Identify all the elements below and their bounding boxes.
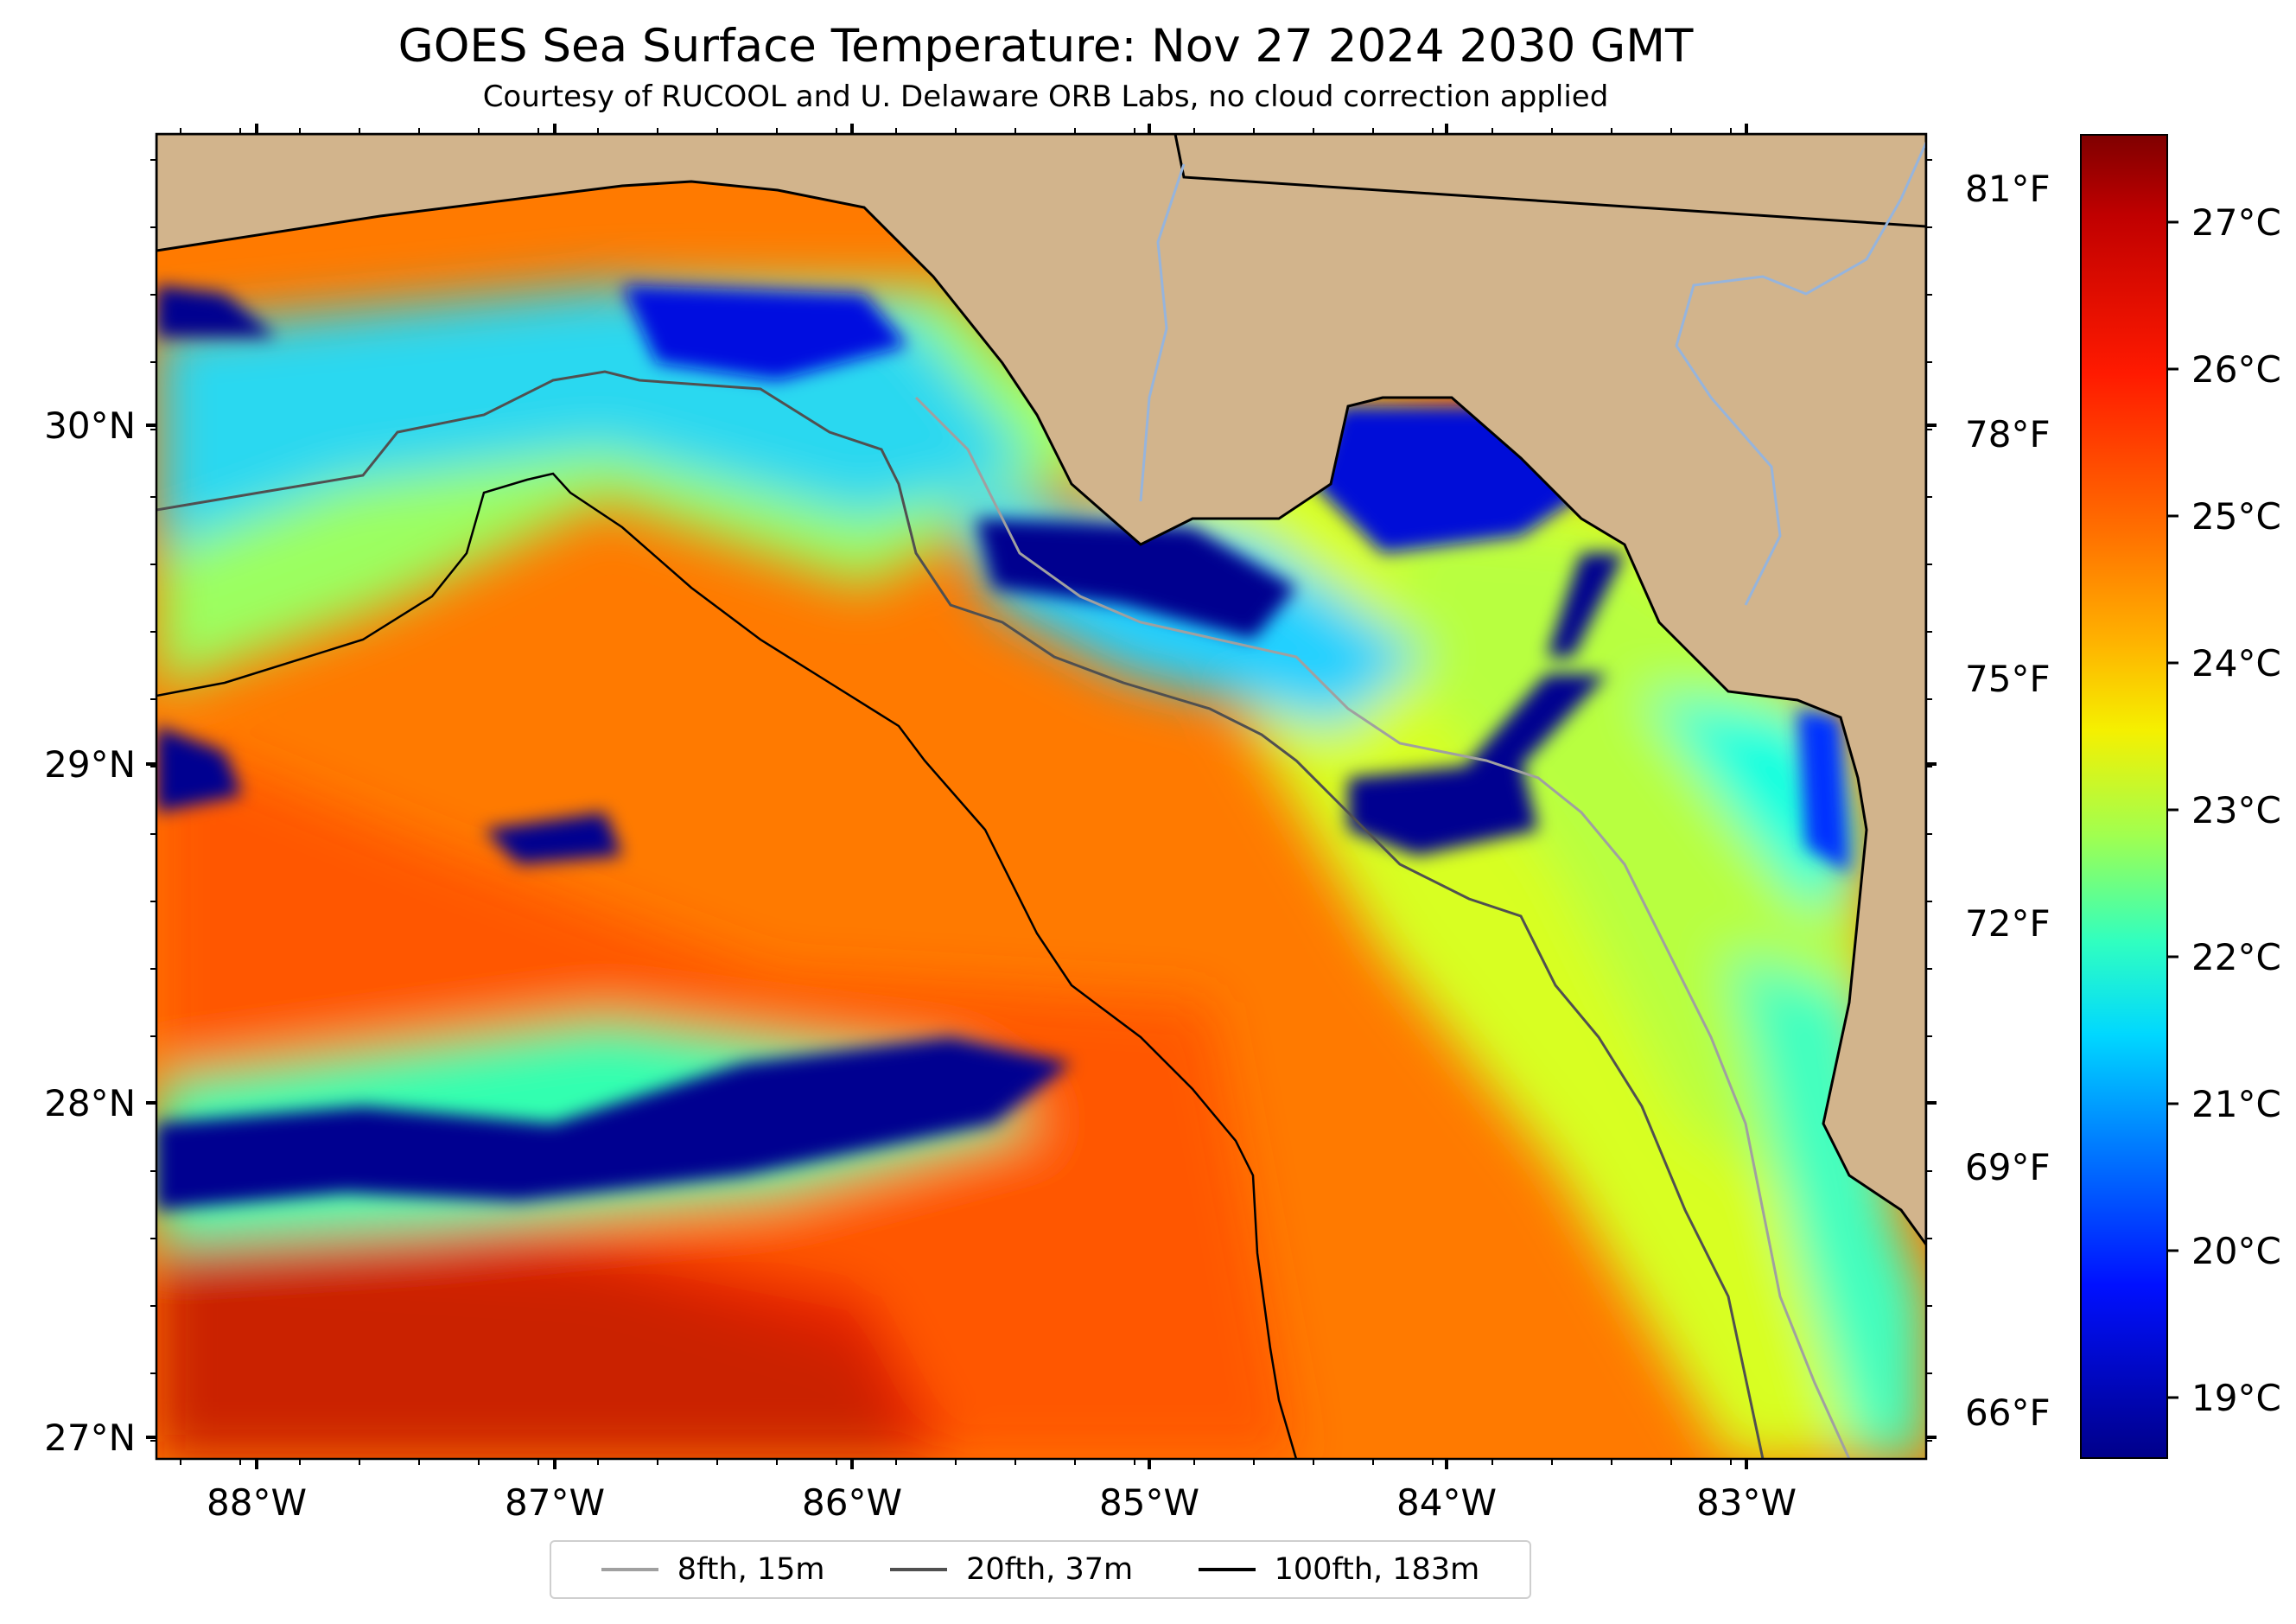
lat-label: 29°N (44, 743, 136, 786)
colorbar-label: 20°C (2191, 1230, 2281, 1272)
fahrenheit-label: 72°F (1965, 902, 2051, 945)
colorbar-label: 21°C (2191, 1083, 2281, 1125)
colorbar-label: 27°C (2191, 201, 2281, 244)
legend-item-100fth: 100fth, 183m (1198, 1552, 1480, 1587)
fahrenheit-label: 75°F (1965, 658, 2051, 700)
legend-label-100fth: 100fth, 183m (1274, 1552, 1480, 1587)
fahrenheit-ticks: 81°F 78°F 75°F 72°F 69°F 66°F (1965, 168, 2051, 1434)
fahrenheit-label: 69°F (1965, 1146, 2051, 1188)
lon-label: 84°W (1396, 1481, 1497, 1524)
colorbar-label: 24°C (2191, 642, 2281, 685)
lon-label: 88°W (207, 1481, 307, 1524)
sst-field (156, 134, 1926, 1459)
legend-label-20fth: 20fth, 37m (966, 1552, 1134, 1587)
lat-label: 27°N (44, 1417, 136, 1459)
legend-item-20fth: 20fth, 37m (890, 1552, 1133, 1587)
chart-subtitle: Courtesy of RUCOOL and U. Delaware ORB L… (482, 80, 1609, 114)
legend-swatch-8fth (601, 1568, 658, 1571)
colorbar-label: 19°C (2191, 1377, 2281, 1419)
latitude-ticks: 30°N 29°N 28°N 27°N (44, 159, 1937, 1459)
fahrenheit-label: 78°F (1965, 413, 2051, 455)
lat-label: 28°N (44, 1082, 136, 1124)
longitude-ticks: 88°W 87°W 86°W 85°W 84°W 83°W (180, 124, 1797, 1524)
legend-swatch-20fth (890, 1568, 948, 1571)
colorbar-ticks: 27°C 26°C 25°C 24°C 23°C 22°C 21°C 20°C 19°C (2168, 201, 2281, 1419)
lon-label: 87°W (505, 1481, 605, 1524)
lon-label: 83°W (1696, 1481, 1797, 1524)
colorbar-label: 25°C (2191, 495, 2281, 538)
legend-item-8fth: 8fth, 15m (601, 1552, 825, 1587)
legend-swatch-100fth (1198, 1568, 1256, 1571)
temperature-colorbar (2080, 134, 2168, 1459)
colorbar-label: 26°C (2191, 348, 2281, 391)
fahrenheit-label: 81°F (1965, 168, 2051, 210)
lon-label: 85°W (1099, 1481, 1199, 1524)
depth-contour-legend: 8fth, 15m 20fth, 37m 100fth, 183m (550, 1540, 1531, 1599)
colorbar-label: 22°C (2191, 936, 2281, 978)
colorbar-label: 23°C (2191, 789, 2281, 831)
fahrenheit-label: 66°F (1965, 1392, 2051, 1434)
lon-label: 86°W (802, 1481, 902, 1524)
chart-title: GOES Sea Surface Temperature: Nov 27 202… (398, 20, 1694, 73)
lat-label: 30°N (44, 404, 136, 447)
legend-label-8fth: 8fth, 15m (677, 1552, 825, 1587)
